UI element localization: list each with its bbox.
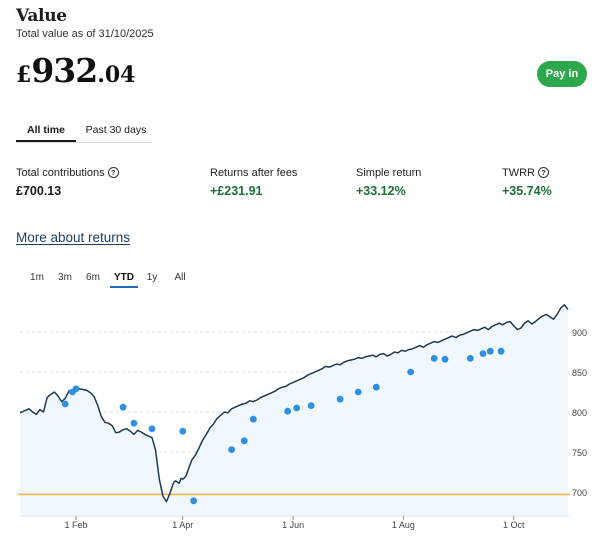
- transaction-marker[interactable]: [407, 368, 415, 376]
- transaction-marker[interactable]: [497, 347, 505, 355]
- tab-all-time[interactable]: All time: [16, 118, 76, 142]
- help-icon[interactable]: ?: [538, 167, 549, 178]
- range-all[interactable]: All: [174, 272, 186, 283]
- stat-label-total-contributions: Total contributions?: [16, 167, 119, 179]
- stat-label-returns-after-fees: Returns after fees: [210, 167, 298, 179]
- value-chart[interactable]: 700 750 800 850 900 1 Feb 1 Apr 1 Jun 1 Aug 1 Oct: [0, 296, 600, 536]
- range-3m[interactable]: 3m: [58, 272, 72, 283]
- transaction-marker[interactable]: [190, 497, 198, 505]
- tab-past-30-days[interactable]: Past 30 days: [85, 124, 147, 136]
- transaction-marker[interactable]: [293, 404, 301, 412]
- stat-value-total-contributions: £700.13: [16, 184, 62, 198]
- stat-value-returns-after-fees: +£231.91: [210, 184, 263, 198]
- range-1m[interactable]: 1m: [30, 272, 44, 283]
- transaction-marker[interactable]: [441, 355, 449, 363]
- x-tick-label: 1 Jun: [282, 520, 304, 530]
- value-line: [19, 304, 569, 503]
- value-decimal: .04: [97, 62, 136, 88]
- total-value: £932.04: [16, 54, 135, 87]
- transaction-marker[interactable]: [430, 355, 438, 362]
- transaction-marker[interactable]: [249, 415, 257, 423]
- y-tick-label: 850: [572, 368, 587, 378]
- more-about-returns-link[interactable]: More about returns: [16, 230, 131, 245]
- value-as-of-date: Total value as of 31/10/2025: [16, 28, 154, 40]
- transaction-marker[interactable]: [72, 385, 80, 393]
- x-tick-label: 1 Oct: [503, 520, 525, 530]
- y-tick-label: 750: [572, 448, 587, 458]
- stat-label-twrr: TWRR?: [502, 167, 549, 179]
- pay-in-button[interactable]: Pay in: [537, 61, 587, 87]
- transaction-marker[interactable]: [119, 403, 127, 411]
- y-tick-label: 800: [572, 408, 587, 418]
- stat-value-twrr: +35.74%: [502, 184, 552, 198]
- range-6m[interactable]: 6m: [86, 272, 100, 283]
- stat-value-simple-return: +33.12%: [356, 184, 406, 198]
- transaction-marker[interactable]: [466, 355, 474, 362]
- transaction-marker[interactable]: [130, 419, 138, 427]
- stat-label-simple-return: Simple return: [356, 167, 422, 179]
- period-tabs: All time Past 30 days: [16, 118, 152, 143]
- x-tick-label: 1 Apr: [172, 520, 193, 530]
- transaction-marker[interactable]: [148, 425, 156, 433]
- transaction-marker[interactable]: [240, 437, 248, 445]
- transaction-marker[interactable]: [336, 395, 344, 403]
- x-tick-label: 1 Feb: [65, 520, 88, 530]
- y-tick-label: 900: [572, 328, 587, 338]
- page-title: Value: [16, 6, 67, 26]
- transaction-marker[interactable]: [354, 388, 362, 396]
- currency-symbol: £: [16, 62, 32, 88]
- transaction-marker[interactable]: [372, 383, 380, 391]
- transaction-marker[interactable]: [479, 350, 487, 357]
- value-integer: 932: [31, 51, 98, 90]
- help-icon[interactable]: ?: [107, 167, 119, 178]
- transaction-marker[interactable]: [179, 427, 187, 435]
- transaction-marker[interactable]: [486, 347, 494, 355]
- x-tick-label: 1 Aug: [392, 520, 415, 530]
- transaction-marker[interactable]: [61, 400, 69, 408]
- transaction-marker[interactable]: [307, 402, 315, 409]
- range-1y[interactable]: 1y: [146, 272, 158, 283]
- transaction-marker[interactable]: [228, 446, 236, 453]
- transaction-marker[interactable]: [284, 407, 292, 415]
- y-tick-label: 700: [572, 488, 587, 498]
- range-ytd[interactable]: YTD: [110, 268, 138, 288]
- value-area: [20, 304, 568, 516]
